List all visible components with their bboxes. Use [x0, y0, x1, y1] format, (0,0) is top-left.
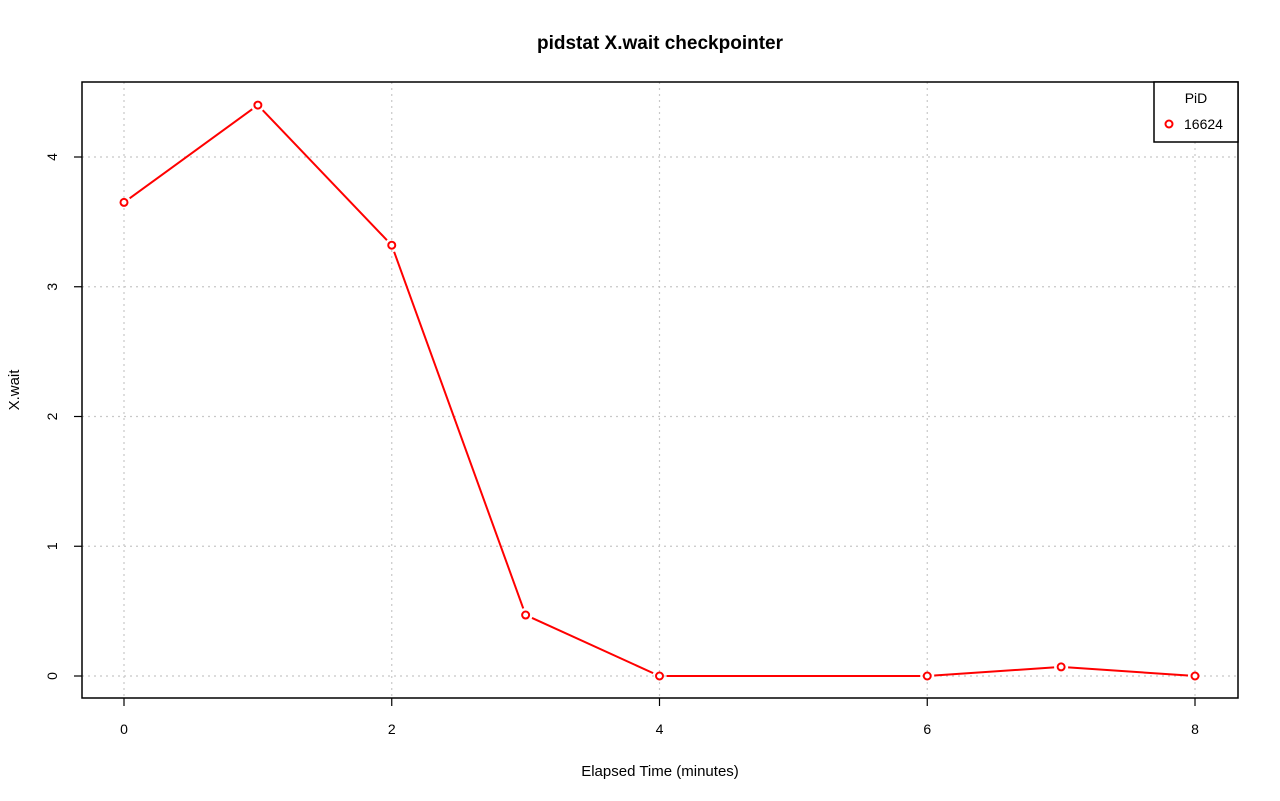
- series-16624-point-4: [655, 671, 664, 681]
- y-tick-label-1: 1: [44, 542, 60, 550]
- legend-box: [1153, 81, 1239, 143]
- x-tick-label-2: 2: [388, 721, 396, 737]
- series-16624-segment-6: [1068, 666, 1189, 677]
- series-16624-point-3: [521, 610, 531, 620]
- legend-marker-16624: [1164, 119, 1174, 129]
- series-16624-segment-3: [531, 617, 654, 675]
- legend: PiD 16624: [1153, 81, 1239, 143]
- grid: [82, 82, 1238, 698]
- y-axis: 0 1 2 3 4: [44, 153, 82, 680]
- x-tick-label-4: 4: [656, 721, 664, 737]
- series-16624-segment-1: [261, 109, 388, 241]
- legend-entry-16624: 16624: [1184, 116, 1223, 132]
- series-16624-point-0: [119, 197, 129, 207]
- series-layer: [119, 100, 1200, 681]
- x-tick-label-6: 6: [923, 721, 931, 737]
- series-16624-segment-0: [129, 108, 253, 200]
- x-tick-label-8: 8: [1191, 721, 1199, 737]
- y-tick-label-4: 4: [44, 153, 60, 161]
- y-tick-label-2: 2: [44, 412, 60, 420]
- series-16624-point-7: [1190, 671, 1200, 681]
- series-16624-point-1: [253, 100, 263, 110]
- legend-title: PiD: [1185, 90, 1208, 106]
- y-tick-label-3: 3: [44, 283, 60, 291]
- x-axis-label: Elapsed Time (minutes): [581, 763, 739, 780]
- x-tick-label-0: 0: [120, 721, 128, 737]
- chart-title: pidstat X.wait checkpointer: [537, 33, 784, 54]
- x-axis: 0 2 4 6 8: [120, 698, 1199, 737]
- series-16624-point-6: [1056, 662, 1066, 672]
- series-16624-point-5: [922, 671, 932, 681]
- series-16624-segment-5: [934, 666, 1055, 677]
- y-axis-label: X.wait: [6, 369, 23, 411]
- y-tick-label-0: 0: [44, 672, 60, 680]
- series-16624-segment-2: [393, 251, 525, 609]
- series-16624-point-2: [387, 240, 397, 250]
